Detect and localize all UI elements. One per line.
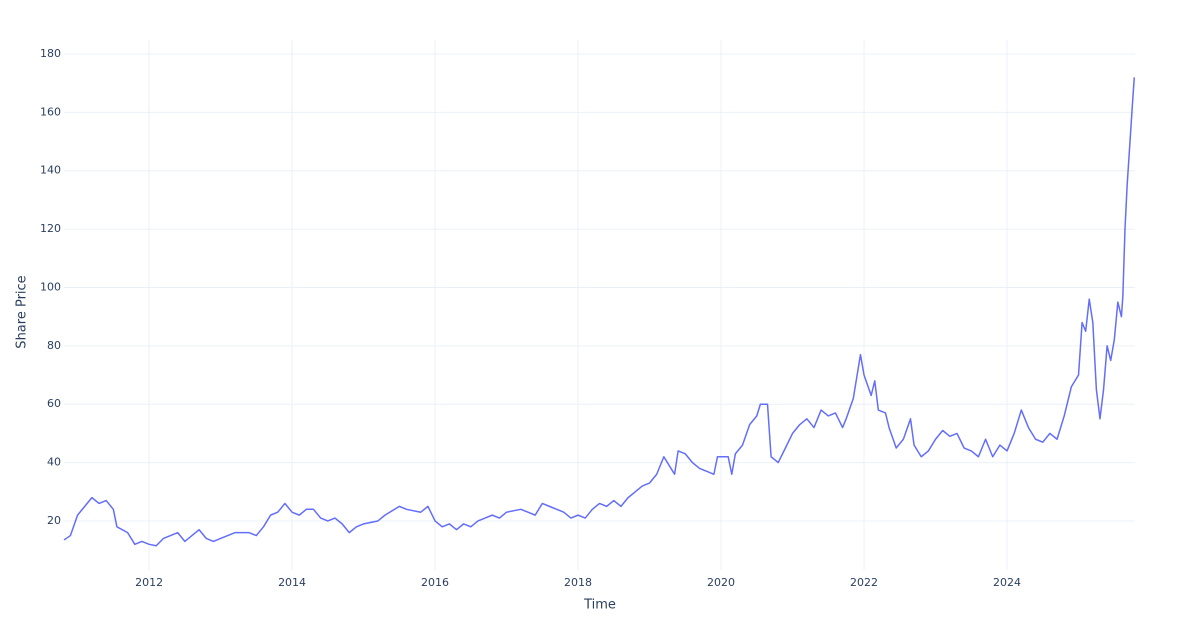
- y-tick-label: 120: [40, 222, 61, 235]
- x-tick-label: 2018: [564, 576, 592, 589]
- y-tick-label: 80: [47, 339, 61, 352]
- x-axis-title: Time: [583, 598, 616, 613]
- x-tick-label: 2020: [707, 576, 735, 589]
- x-tick-label: 2012: [135, 576, 163, 589]
- x-tick-label: 2022: [850, 576, 878, 589]
- y-tick-label: 140: [40, 164, 61, 177]
- x-tick-label: 2024: [993, 576, 1021, 589]
- y-tick-label: 100: [40, 280, 61, 293]
- x-tick-label: 2014: [278, 576, 306, 589]
- y-tick-label: 40: [47, 456, 61, 469]
- price-line: [63, 77, 1136, 547]
- x-tick-label: 2016: [421, 576, 449, 589]
- y-axis-title: Share Price: [15, 275, 30, 348]
- y-tick-label: 60: [47, 397, 61, 410]
- y-tick-label: 180: [40, 47, 61, 60]
- y-tick-label: 160: [40, 105, 61, 118]
- y-tick-label: 20: [47, 514, 61, 527]
